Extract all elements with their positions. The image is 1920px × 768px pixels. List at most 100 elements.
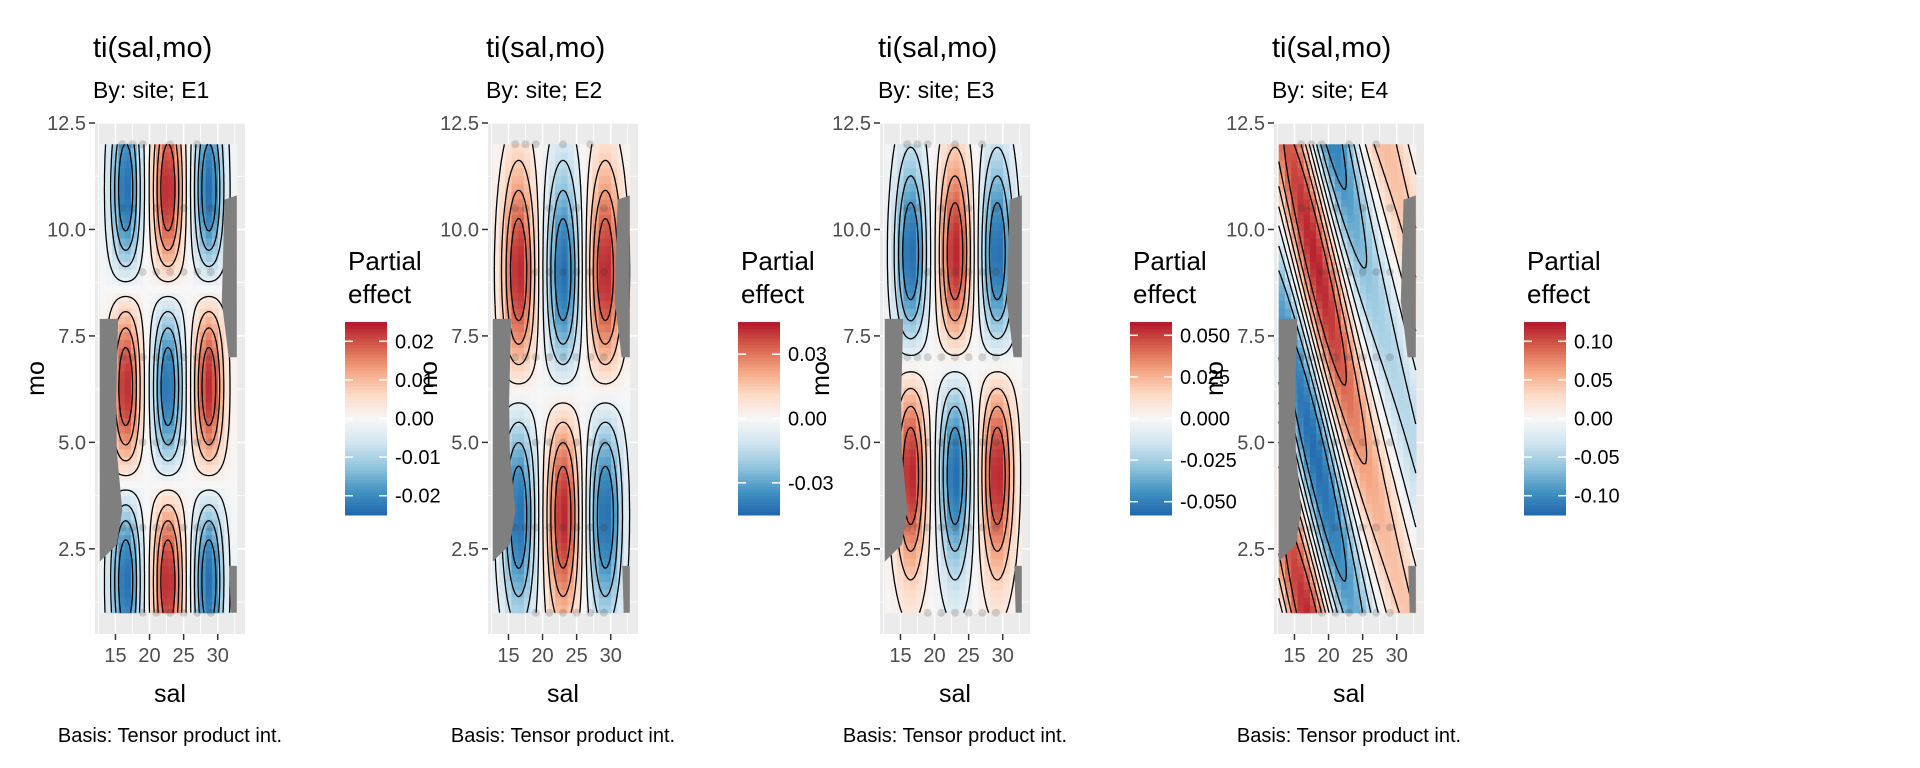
surface-cell <box>555 152 562 161</box>
surface-cell <box>586 425 594 434</box>
surface-cell <box>1390 487 1398 497</box>
surface-cell <box>143 542 151 551</box>
surface-cell <box>149 339 157 348</box>
observation-point <box>964 438 973 447</box>
surface-cell <box>1303 542 1311 551</box>
surface-cell <box>965 167 973 177</box>
surface-cell <box>542 479 550 489</box>
surface-cell <box>598 269 606 278</box>
surface-cell <box>934 425 942 434</box>
x-tick-label: 25 <box>173 645 195 667</box>
surface-cell <box>205 394 213 403</box>
surface-cell <box>1372 558 1380 567</box>
surface-cell <box>984 542 992 551</box>
surface-cell <box>959 550 967 559</box>
surface-cell <box>996 597 1004 606</box>
surface-cell <box>205 417 213 426</box>
surface-cell <box>984 316 992 325</box>
surface-cell <box>903 370 911 380</box>
surface-cell <box>903 222 911 231</box>
surface-cell <box>199 261 207 270</box>
surface-cell <box>1341 448 1348 458</box>
surface-cell <box>517 277 525 286</box>
surface-cell <box>124 604 132 614</box>
surface-cell <box>1309 472 1317 481</box>
surface-cell <box>971 370 979 380</box>
surface-cell <box>965 230 973 239</box>
y-tick-label: 7.5 <box>58 326 86 348</box>
surface-cell <box>180 394 188 403</box>
surface-cell <box>536 222 544 231</box>
surface-cell <box>124 175 132 184</box>
surface-cell <box>1347 472 1355 481</box>
surface-cell <box>530 597 537 606</box>
surface-cell <box>598 581 606 590</box>
surface-cell <box>124 237 132 247</box>
surface-cell <box>548 331 556 341</box>
colorbar-segment <box>738 367 780 371</box>
y-tick-label: 7.5 <box>451 326 479 348</box>
colorbar-segment <box>1130 367 1172 371</box>
surface-cell <box>205 198 213 208</box>
surface-cell <box>573 386 581 395</box>
surface-cell <box>536 433 544 442</box>
surface-cell <box>211 440 219 450</box>
surface-cell <box>884 589 892 598</box>
surface-cell <box>218 519 225 528</box>
surface-cell <box>978 355 986 364</box>
surface-cell <box>118 339 126 348</box>
surface-cell <box>180 581 188 590</box>
surface-cell <box>604 479 612 489</box>
surface-cell <box>592 206 600 216</box>
surface-cell <box>548 167 556 177</box>
surface-cell <box>1390 565 1398 575</box>
surface-cell <box>505 542 513 551</box>
surface-cell <box>155 230 163 239</box>
surface-cell <box>971 222 979 231</box>
surface-cell <box>940 362 948 372</box>
surface-cell <box>586 331 594 341</box>
surface-cell <box>149 292 157 302</box>
surface-cell <box>155 378 163 387</box>
surface-cell <box>617 534 625 544</box>
surface-cell <box>579 440 587 450</box>
contour-line <box>118 143 217 613</box>
surface-cell <box>971 604 979 614</box>
surface-cell <box>996 456 1004 465</box>
surface-cell <box>586 401 594 411</box>
surface-cell <box>617 401 625 411</box>
surface-cell <box>996 167 1004 177</box>
surface-cell <box>965 456 973 465</box>
surface-cell <box>965 222 973 231</box>
surface-cell <box>211 495 219 505</box>
surface-cell <box>891 550 898 559</box>
surface-cell <box>230 495 238 505</box>
surface-cell <box>909 503 917 512</box>
observation-point <box>599 438 608 447</box>
surface-cell <box>193 292 201 302</box>
surface-cell <box>573 511 581 520</box>
surface-cell <box>180 191 188 200</box>
surface-cell <box>909 534 917 544</box>
surface-cell <box>155 237 163 247</box>
colorbar-label: 0.000 <box>1180 409 1230 431</box>
surface-cell <box>1359 519 1367 528</box>
surface-cell <box>953 339 961 348</box>
surface-cell <box>99 253 107 262</box>
surface-cell <box>530 183 537 192</box>
surface-cell <box>573 394 581 403</box>
surface-cell <box>934 253 942 262</box>
surface-cell <box>193 417 201 426</box>
surface-cell <box>567 550 575 559</box>
surface-cell <box>915 331 923 341</box>
surface-cell <box>897 214 905 223</box>
surface-cell <box>124 511 132 520</box>
surface-cell <box>1328 487 1336 497</box>
surface-cell <box>990 511 998 520</box>
surface-cell <box>592 589 600 598</box>
surface-cell <box>990 159 998 169</box>
surface-cell <box>940 144 948 153</box>
surface-cell <box>1003 355 1010 364</box>
surface-cell <box>106 152 113 161</box>
surface-cell <box>940 152 948 161</box>
